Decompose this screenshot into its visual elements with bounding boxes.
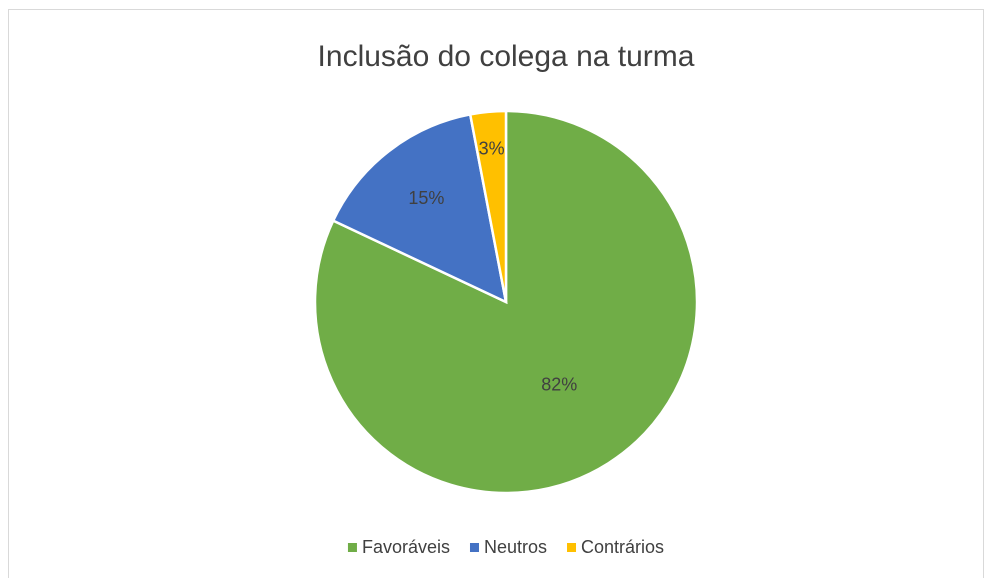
legend-label: Favoráveis [362, 537, 450, 557]
chart-title: Inclusão do colega na turma [318, 40, 695, 73]
legend-label: Neutros [484, 537, 547, 557]
legend-swatch [347, 543, 357, 552]
legend-label: Contrários [581, 537, 664, 557]
pie-slice [331, 112, 508, 305]
legend-swatch [567, 543, 577, 552]
data-label: 3% [479, 139, 505, 159]
legend-swatch [469, 543, 479, 552]
pie-slice [468, 109, 508, 303]
data-label: 82% [541, 375, 577, 395]
data-label: 15% [408, 188, 444, 208]
